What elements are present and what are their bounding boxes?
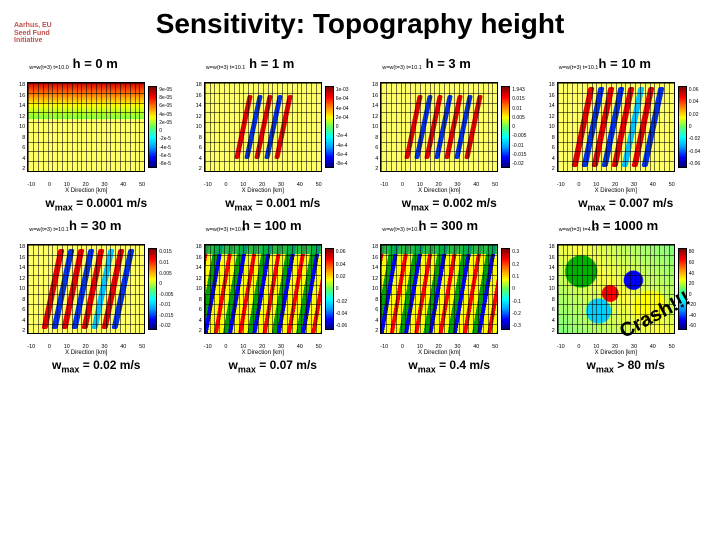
y-ticks: 18161412108642	[188, 244, 202, 334]
h-label: h = 100 m	[242, 218, 302, 233]
colorbar	[325, 86, 334, 168]
wmax-label: wmax = 0.02 m/s	[52, 358, 140, 374]
heatmap-plot	[380, 82, 498, 172]
slide: Aarhus, EU Seed Fund Initiative Sensitiv…	[0, 0, 720, 540]
wmax-label: wmax = 0.4 m/s	[408, 358, 490, 374]
colorbar-wrap: 0.060.040.020-0.02-0.04-0.06	[325, 248, 347, 330]
colorbar	[148, 248, 157, 330]
colorbar-ticks: 0.060.040.020-0.02-0.04-0.06	[336, 249, 347, 329]
colorbar-ticks: 0.060.040.020-0.02-0.04-0.06	[689, 87, 700, 167]
colorbar-wrap: 806040200-20-40-60	[678, 248, 696, 330]
colorbar-ticks: 806040200-20-40-60	[689, 249, 696, 329]
h-label: h = 1 m	[249, 56, 294, 71]
y-ticks: 18161412108642	[11, 244, 25, 334]
x-axis-label: X Direction [km]	[204, 350, 322, 356]
wmax-label: wmax = 0.001 m/s	[225, 196, 320, 212]
plot-wrap: w=w(t=3) t=10.1181614121086420.30.20.10-…	[364, 235, 532, 343]
h-label: h = 1000 m	[591, 218, 658, 233]
plot-wrap: w=w(t=3) t=10.0181614121086429e-058e-056…	[11, 73, 179, 181]
y-ticks: 18161412108642	[364, 82, 378, 172]
heatmap-plot	[204, 82, 322, 172]
panel: h = 1 mw=w(t=3) t=10.1181614121086421e-0…	[187, 56, 358, 218]
panel: h = 10 mw=w(t=3) t=10.1181614121086420.0…	[540, 56, 711, 218]
colorbar-wrap: 0.0150.010.0050-0.005-0.01-0.015-0.02	[148, 248, 173, 330]
colorbar-wrap: 1e-036e-044e-042e-040-2e-4-4e-4-6e-4-8e-…	[325, 86, 349, 168]
plot-wrap: w=w(t=3) t=10.1181614121086420.060.040.0…	[541, 73, 709, 181]
panel: h = 3 mw=w(t=3) t=10.1181614121086421.94…	[363, 56, 534, 218]
x-axis-label: X Direction [km]	[380, 188, 498, 194]
heatmap-plot	[380, 244, 498, 334]
panel: h = 30 mw=w(t=3) t=10.1181614121086420.0…	[10, 218, 181, 380]
colorbar-ticks: 1e-036e-044e-042e-040-2e-4-4e-4-6e-4-8e-…	[336, 87, 349, 167]
plot-title: w=w(t=3) t=10.0	[206, 227, 246, 233]
h-label: h = 0 m	[73, 56, 118, 71]
heatmap-plot	[27, 244, 145, 334]
colorbar-ticks: 0.30.20.10-0.1-0.2-0.3	[512, 249, 521, 329]
plot-title: w=w(t=3) t=10.0	[29, 65, 69, 71]
plot-title: w=w(t=3) t=10.1	[559, 65, 599, 71]
panel: h = 1000 mw=w(t=3) t=4.01181614121086428…	[540, 218, 711, 380]
heatmap-plot	[557, 244, 675, 334]
panel-grid: h = 0 mw=w(t=3) t=10.0181614121086429e-0…	[10, 56, 710, 381]
h-label: h = 3 m	[426, 56, 471, 71]
h-label: h = 30 m	[69, 218, 121, 233]
colorbar-ticks: 9e-058e-056e-054e-052e-050-2e-5-4e-5-6e-…	[159, 87, 172, 167]
panel: h = 300 mw=w(t=3) t=10.1181614121086420.…	[363, 218, 534, 380]
plot-wrap: w=w(t=3) t=4.0118161412108642806040200-2…	[541, 235, 709, 343]
panel: h = 100 mw=w(t=3) t=10.0181614121086420.…	[187, 218, 358, 380]
y-ticks: 18161412108642	[541, 244, 555, 334]
plot-wrap: w=w(t=3) t=10.1181614121086421.9430.0150…	[364, 73, 532, 181]
wmax-label: wmax > 80 m/s	[587, 358, 665, 374]
colorbar-wrap: 9e-058e-056e-054e-052e-050-2e-5-4e-5-6e-…	[148, 86, 172, 168]
plot-title: w=w(t=3) t=10.1	[29, 227, 69, 233]
plot-title: w=w(t=3) t=10.1	[206, 65, 246, 71]
colorbar	[678, 248, 687, 330]
plot-wrap: w=w(t=3) t=10.1181614121086421e-036e-044…	[188, 73, 356, 181]
plot-title: w=w(t=3) t=10.1	[382, 227, 422, 233]
h-label: h = 300 m	[418, 218, 478, 233]
y-ticks: 18161412108642	[364, 244, 378, 334]
y-ticks: 18161412108642	[541, 82, 555, 172]
y-ticks: 18161412108642	[11, 82, 25, 172]
panel: h = 0 mw=w(t=3) t=10.0181614121086429e-0…	[10, 56, 181, 218]
wmax-label: wmax = 0.0001 m/s	[45, 196, 147, 212]
x-axis-label: X Direction [km]	[27, 350, 145, 356]
heatmap-plot	[204, 244, 322, 334]
colorbar-wrap: 0.060.040.020-0.02-0.04-0.06	[678, 86, 700, 168]
wmax-label: wmax = 0.002 m/s	[402, 196, 497, 212]
colorbar	[678, 86, 687, 168]
plot-wrap: w=w(t=3) t=10.0181614121086420.060.040.0…	[188, 235, 356, 343]
plot-title: w=w(t=3) t=4.01	[559, 227, 599, 233]
colorbar-ticks: 0.0150.010.0050-0.005-0.01-0.015-0.02	[159, 249, 173, 329]
wmax-label: wmax = 0.007 m/s	[578, 196, 673, 212]
colorbar-wrap: 0.30.20.10-0.1-0.2-0.3	[501, 248, 521, 330]
heatmap-plot	[27, 82, 145, 172]
x-axis-label: X Direction [km]	[557, 350, 675, 356]
colorbar	[148, 86, 157, 168]
x-axis-label: X Direction [km]	[380, 350, 498, 356]
h-label: h = 10 m	[599, 56, 651, 71]
colorbar-ticks: 1.9430.0150.010.0050-0.005-0.01-0.015-0.…	[512, 87, 526, 167]
x-axis-label: X Direction [km]	[204, 188, 322, 194]
y-ticks: 18161412108642	[188, 82, 202, 172]
heatmap-plot	[557, 82, 675, 172]
x-axis-label: X Direction [km]	[557, 188, 675, 194]
plot-wrap: w=w(t=3) t=10.1181614121086420.0150.010.…	[11, 235, 179, 343]
colorbar	[501, 248, 510, 330]
page-title: Sensitivity: Topography height	[0, 8, 720, 40]
wmax-label: wmax = 0.07 m/s	[229, 358, 317, 374]
colorbar	[501, 86, 510, 168]
colorbar	[325, 248, 334, 330]
x-axis-label: X Direction [km]	[27, 188, 145, 194]
plot-title: w=w(t=3) t=10.1	[382, 65, 422, 71]
colorbar-wrap: 1.9430.0150.010.0050-0.005-0.01-0.015-0.…	[501, 86, 526, 168]
